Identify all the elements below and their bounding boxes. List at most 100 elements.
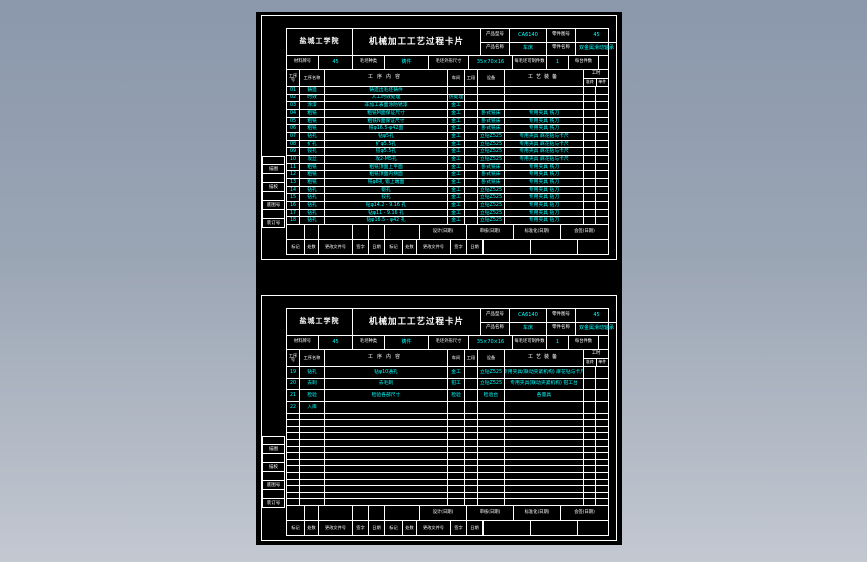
cell-section: [465, 413, 478, 420]
cell-section: [465, 426, 478, 433]
margin-box-blank: [262, 454, 285, 463]
cell-time-piece: [596, 480, 608, 486]
cell-op-content: 钻φ11 - 9.16 孔: [325, 209, 448, 217]
cell-time-piece: [596, 194, 608, 201]
product-name-label: 产品名称: [481, 42, 510, 55]
rev-blank-cell: [484, 521, 531, 535]
operation-rows: 01 铸造 铸造出毛坯铸件 02 时效 人工时效处理 热处理: [287, 87, 608, 226]
cell-equipment: 卧式铣床: [478, 125, 505, 133]
cell-workshop: 金工: [448, 133, 465, 140]
cell-section: [465, 473, 478, 479]
card-title: 机械加工工艺过程卡片: [353, 309, 481, 335]
rev-count-label: 处数: [305, 521, 319, 535]
cell-workshop: 金工: [448, 202, 465, 209]
rev-sign-label: 签字: [353, 240, 369, 254]
col-header-time: 工时 准终 单件: [584, 350, 608, 366]
cell-time-piece: [596, 420, 608, 426]
cell-workshop: [448, 466, 465, 473]
cell-time-piece: [596, 473, 608, 479]
margin-box-blank: [262, 156, 285, 165]
rev-docno-label: 更改文件号: [319, 521, 353, 535]
cell-equipment: [478, 426, 505, 433]
cell-op-content: [325, 440, 448, 446]
sign-design-label: 设计(日期): [420, 506, 467, 520]
cell-op-name: 去刺: [300, 378, 325, 390]
cell-time-piece: [596, 95, 608, 102]
cell-op-content: 粗铣N面保证尺寸: [325, 117, 448, 125]
part-no-value: 45: [576, 309, 616, 322]
cell-time-piece: [596, 379, 608, 390]
table-row: 22 入库: [287, 401, 608, 414]
cell-time-prep: [584, 102, 596, 110]
cell-time-piece: [596, 148, 608, 155]
cell-time-prep: [584, 378, 596, 390]
cell-time-prep: [584, 390, 596, 401]
cell-section: [465, 486, 478, 492]
cell-op-no: [287, 440, 300, 446]
col-header-time-piece: 单件: [598, 79, 607, 85]
rev-mark-label: 标记: [385, 240, 403, 254]
cell-equipment: 立钻Z525: [478, 186, 505, 194]
cell-time-prep: [584, 217, 596, 225]
cell-equipment: 立钻Z525: [478, 148, 505, 156]
blank-size-label: 毛坯外形尺寸: [429, 56, 469, 69]
cell-section: [465, 440, 478, 446]
binding-margin-strip: 描图 描校 底图号 装订号: [262, 436, 285, 508]
cell-workshop: 金工: [448, 171, 465, 179]
cell-tooling: 专用夹具 麻花钻与卡尺: [505, 156, 584, 163]
table-row: [287, 499, 608, 507]
col-header-op-name: 工序名称: [300, 350, 325, 366]
cell-workshop: [448, 479, 465, 486]
cell-workshop: 金工: [448, 217, 465, 225]
cell-op-content: 钻φ16.5 - φ42 孔: [325, 217, 448, 225]
cell-time-prep: [584, 492, 596, 499]
cad-drawing-canvas[interactable]: 描图 描校 底图号 装订号 盐城工学院 机械加工工艺过程卡片 产品型号 CA61…: [256, 12, 622, 545]
cell-time-prep: [584, 499, 596, 506]
rev-blank-cell: [531, 240, 578, 254]
cell-op-name: 铸造: [300, 87, 325, 94]
rev-blank-cell: [578, 521, 616, 535]
cell-equipment: [478, 94, 505, 102]
table-row: 09 铰孔 铰φ5.5孔 金工 立钻Z525 专用夹具 麻花钻与卡尺: [287, 148, 608, 157]
cell-op-content: [325, 401, 448, 413]
cell-workshop: [448, 459, 465, 466]
cell-time-piece: [596, 460, 608, 466]
cell-op-name: [300, 466, 325, 473]
cell-op-no: [287, 426, 300, 433]
cell-op-content: [325, 486, 448, 492]
cell-time-piece: [596, 433, 608, 439]
cell-equipment: 立钻Z525: [478, 217, 505, 225]
cell-time-piece: [596, 440, 608, 446]
sign-joint-label: 会签(日期): [574, 228, 595, 234]
cell-op-no: 05: [287, 117, 300, 125]
cell-equipment: 卧式铣床: [478, 110, 505, 117]
per-blank-value: 1: [547, 336, 569, 349]
cell-op-name: [300, 499, 325, 506]
cell-op-content: [325, 446, 448, 453]
cell-time-prep: [584, 420, 596, 426]
product-model-value: CA6140: [510, 29, 547, 42]
blank-size-value: 35×70×16: [469, 56, 513, 69]
title-right-grid: 产品型号 CA6140 零件图号 45 产品名称 车床 零件名称 双金属滑动轴承…: [481, 29, 616, 55]
cell-time-prep: [584, 110, 596, 117]
cell-workshop: [448, 453, 465, 459]
sign-design-label: 设计(日期): [420, 225, 467, 239]
rev-date-label: 日期: [467, 521, 483, 535]
operation-rows: 19 钻孔 钻φ10通孔 金工 立钻Z525 专用夹具(联动夹紧机构) 麻花钻与…: [287, 367, 608, 507]
cell-op-no: [287, 413, 300, 420]
cell-time-prep: [584, 453, 596, 459]
margin-label-trace-check: 描校: [262, 463, 285, 472]
cell-workshop: 金工: [448, 148, 465, 156]
cell-op-name: [300, 479, 325, 486]
table-row: 18 钻孔 钻φ16.5 - φ42 孔 金工 立钻Z525 专用夹具 钻刀: [287, 217, 608, 226]
table-row: 19 钻孔 钻φ10通孔 金工 立钻Z525 专用夹具(联动夹紧机构) 麻花钻与…: [287, 367, 608, 379]
cell-op-no: [287, 479, 300, 486]
cell-tooling: 专用夹具 铣刀: [505, 110, 584, 117]
cell-op-no: 19: [287, 367, 300, 378]
cell-equipment: 卧式铣床: [478, 171, 505, 179]
cell-op-name: 钻孔: [300, 194, 325, 202]
cell-time-piece: [596, 217, 608, 224]
product-name-label: 产品名称: [481, 322, 510, 335]
cell-op-name: [300, 440, 325, 446]
cell-op-content: 钻φ5孔: [325, 133, 448, 140]
